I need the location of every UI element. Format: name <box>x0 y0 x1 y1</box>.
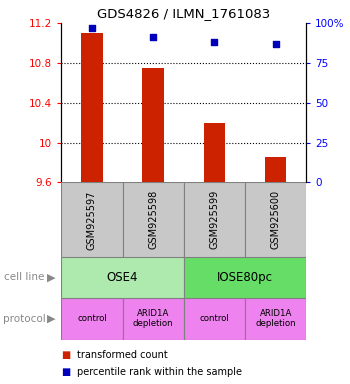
Bar <box>184 257 306 298</box>
Text: GSM925597: GSM925597 <box>87 190 97 250</box>
Text: ▶: ▶ <box>47 272 55 283</box>
Bar <box>122 298 184 340</box>
Text: GSM925600: GSM925600 <box>271 190 281 249</box>
Point <box>89 25 95 31</box>
Text: percentile rank within the sample: percentile rank within the sample <box>77 367 242 377</box>
Bar <box>122 182 184 257</box>
Text: ■: ■ <box>61 367 70 377</box>
Bar <box>81 33 103 182</box>
Title: GDS4826 / ILMN_1761083: GDS4826 / ILMN_1761083 <box>97 7 270 20</box>
Bar <box>61 182 122 257</box>
Text: GSM925598: GSM925598 <box>148 190 158 250</box>
Text: transformed count: transformed count <box>77 350 168 360</box>
Text: protocol: protocol <box>4 314 46 324</box>
Bar <box>245 298 306 340</box>
Text: ▶: ▶ <box>47 314 55 324</box>
Text: ARID1A
depletion: ARID1A depletion <box>255 309 296 328</box>
Point <box>150 34 156 40</box>
Text: ARID1A
depletion: ARID1A depletion <box>133 309 174 328</box>
Point <box>211 39 217 45</box>
Bar <box>265 157 286 182</box>
Bar <box>184 298 245 340</box>
Bar <box>204 122 225 182</box>
Text: cell line: cell line <box>4 272 44 283</box>
Text: control: control <box>77 314 107 323</box>
Text: ■: ■ <box>61 350 70 360</box>
Bar <box>184 182 245 257</box>
Bar <box>245 182 306 257</box>
Text: GSM925599: GSM925599 <box>209 190 219 250</box>
Bar <box>61 257 184 298</box>
Text: control: control <box>199 314 229 323</box>
Bar <box>142 68 164 182</box>
Text: OSE4: OSE4 <box>107 271 138 284</box>
Bar <box>61 298 122 340</box>
Point <box>273 41 279 47</box>
Text: IOSE80pc: IOSE80pc <box>217 271 273 284</box>
